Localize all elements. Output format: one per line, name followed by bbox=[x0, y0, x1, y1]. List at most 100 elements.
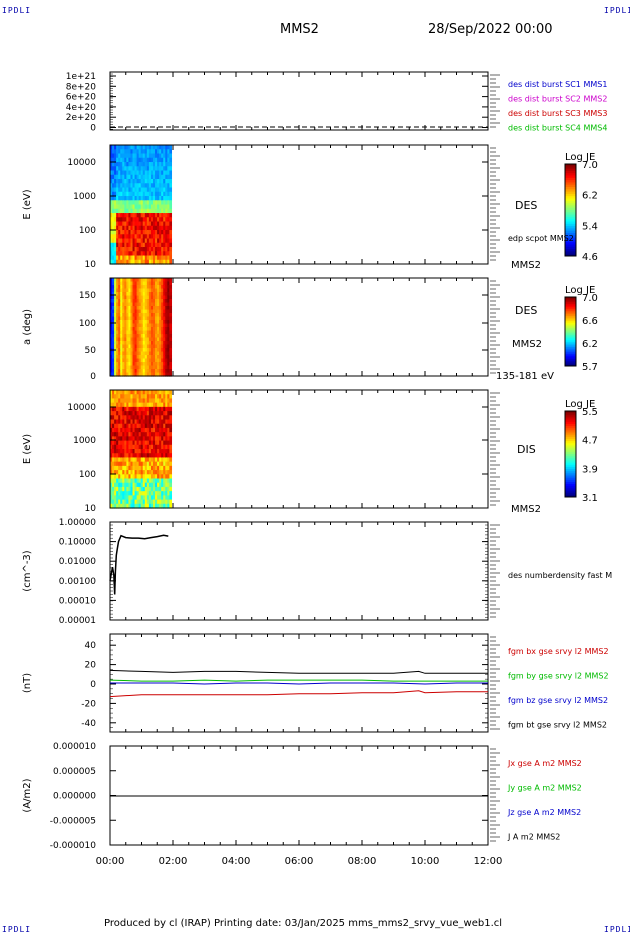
dis-energy-panel-cell bbox=[138, 499, 142, 505]
des-energy-panel-right-label-3: MMS2 bbox=[511, 260, 541, 271]
des-energy-panel-cell bbox=[138, 149, 142, 155]
des-pitch-panel-cell bbox=[130, 365, 134, 370]
des-pitch-panel-cell bbox=[126, 330, 130, 335]
des-pitch-panel-cell bbox=[120, 285, 123, 290]
des-energy-panel-cell bbox=[114, 234, 117, 240]
des-energy-panel-cell bbox=[138, 145, 142, 150]
des-pitch-panel-cell bbox=[112, 351, 115, 356]
dis-energy-panel-cell bbox=[163, 423, 166, 429]
dis-energy-panel-cell bbox=[112, 474, 115, 480]
fgm-panel-legend-2: fgm by gse srvy l2 MMS2 bbox=[508, 672, 609, 681]
dis-energy-panel-cell bbox=[110, 457, 113, 463]
des-pitch-panel-cell bbox=[120, 302, 123, 307]
des-energy-panel-cell bbox=[155, 157, 158, 163]
dis-energy-panel-cell bbox=[157, 398, 160, 404]
des-energy-panel-cell bbox=[130, 196, 134, 201]
des-pitch-panel-cell bbox=[163, 369, 166, 374]
des-energy-panel-cell bbox=[152, 217, 156, 223]
dis-energy-panel-cell bbox=[112, 495, 115, 501]
dis-energy-panel-cell bbox=[150, 444, 154, 450]
des-energy-panel-cell bbox=[138, 157, 142, 163]
des-energy-panel-cell bbox=[112, 259, 115, 265]
dis-energy-panel-cell bbox=[116, 436, 119, 442]
des-energy-panel-cell bbox=[142, 145, 146, 150]
dis-energy-panel-cell bbox=[112, 415, 115, 421]
des-pitch-panel-cell bbox=[118, 302, 121, 307]
dis-energy-panel-cell bbox=[142, 406, 146, 412]
dis-energy-panel-cell bbox=[142, 453, 146, 459]
des-pitch-panel-cell bbox=[138, 362, 142, 367]
des-pitch-panel-cell bbox=[110, 316, 113, 321]
des-energy-panel-cell bbox=[138, 225, 142, 231]
dis-energy-panel-cell bbox=[150, 415, 154, 421]
dis-energy-panel-cell bbox=[114, 474, 117, 480]
des-pitch-panel-cell bbox=[126, 288, 130, 293]
des-energy-panel-cell bbox=[110, 157, 113, 163]
des-pitch-panel-cell bbox=[126, 355, 130, 360]
des-pitch-panel-cell bbox=[163, 348, 166, 353]
des-pitch-panel-colorbar-cell bbox=[565, 328, 576, 331]
fgm-panel-ytick-label: 20 bbox=[85, 661, 97, 671]
dis-energy-panel-cell bbox=[146, 482, 150, 488]
des-energy-panel-cell bbox=[142, 153, 146, 159]
dis-energy-panel-cell bbox=[150, 390, 154, 395]
des-energy-panel-cell bbox=[112, 251, 115, 257]
dis-energy-panel-cell bbox=[124, 465, 127, 471]
des-energy-panel-cell bbox=[120, 255, 123, 261]
des-pitch-panel-cell bbox=[142, 281, 146, 286]
des-pitch-panel-cell bbox=[167, 320, 170, 325]
dis-energy-panel-cell bbox=[116, 503, 119, 509]
des-energy-panel-cell bbox=[155, 187, 158, 193]
des-pitch-panel-cell bbox=[132, 372, 136, 377]
dis-energy-panel-cell bbox=[120, 427, 123, 433]
des-pitch-panel-colorbar-cell bbox=[565, 364, 576, 367]
des-energy-panel-cell bbox=[161, 225, 164, 231]
dis-energy-panel-cell bbox=[120, 491, 123, 496]
des-energy-panel-cell bbox=[159, 238, 162, 244]
des-energy-panel-cell bbox=[146, 145, 150, 150]
des-energy-panel-cell bbox=[112, 225, 115, 231]
dis-energy-panel-cell bbox=[112, 449, 115, 454]
dis-energy-panel-colorbar-cell bbox=[565, 477, 576, 481]
des-pitch-panel-cell bbox=[126, 362, 130, 367]
dis-energy-panel-cell bbox=[165, 444, 168, 450]
des-pitch-panel-colorbar-tick: 6.2 bbox=[582, 339, 598, 350]
dis-energy-panel-cell bbox=[116, 491, 119, 496]
dis-energy-panel-cell bbox=[155, 457, 158, 463]
des-energy-panel-cell bbox=[110, 213, 113, 218]
des-pitch-panel-cell bbox=[142, 306, 146, 311]
dis-energy-panel-cell bbox=[122, 394, 125, 400]
des-energy-panel-cell bbox=[142, 187, 146, 193]
dis-energy-panel-cell bbox=[124, 478, 127, 484]
des-pitch-panel-cell bbox=[118, 313, 121, 318]
des-pitch-panel-cell bbox=[112, 362, 115, 367]
dis-energy-panel-cell bbox=[132, 482, 136, 488]
dis-energy-panel-cell bbox=[155, 482, 158, 488]
current-panel-ytick-label: 0.000010 bbox=[53, 742, 96, 752]
des-energy-panel-cell bbox=[169, 213, 173, 218]
des-pitch-panel-colorbar-cell bbox=[565, 347, 576, 350]
des-energy-panel-cell bbox=[110, 234, 113, 240]
des-pitch-panel-cell bbox=[130, 330, 134, 335]
des-energy-panel-cell bbox=[120, 259, 123, 265]
des-pitch-panel-cell bbox=[136, 288, 140, 293]
des-energy-panel-cell bbox=[126, 234, 130, 240]
dis-energy-panel-cell bbox=[126, 503, 130, 509]
dis-energy-panel-cell bbox=[157, 491, 160, 496]
des-pitch-panel-cell bbox=[169, 365, 173, 370]
dis-energy-panel-cell bbox=[169, 449, 173, 454]
des-pitch-panel-cell bbox=[122, 309, 125, 314]
des-energy-panel-cell bbox=[118, 187, 121, 193]
des-energy-panel-cell bbox=[144, 242, 148, 248]
des-pitch-panel-cell bbox=[142, 334, 146, 339]
des-energy-panel-cell bbox=[110, 251, 113, 257]
dis-energy-panel-cell bbox=[122, 423, 125, 429]
des-energy-panel-cell bbox=[128, 225, 132, 231]
dis-energy-panel-cell bbox=[165, 398, 168, 404]
des-energy-panel-cell bbox=[136, 238, 140, 244]
des-pitch-panel-cell bbox=[122, 316, 125, 321]
des-pitch-panel-cell bbox=[165, 372, 168, 377]
des-pitch-panel-cell bbox=[114, 285, 117, 290]
des-pitch-panel-cell bbox=[144, 281, 148, 286]
des-energy-panel-cell bbox=[138, 204, 142, 210]
